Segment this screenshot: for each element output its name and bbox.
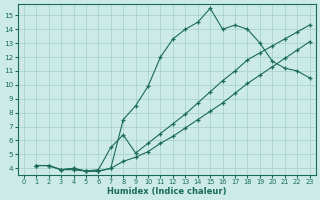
X-axis label: Humidex (Indice chaleur): Humidex (Indice chaleur) bbox=[107, 187, 227, 196]
